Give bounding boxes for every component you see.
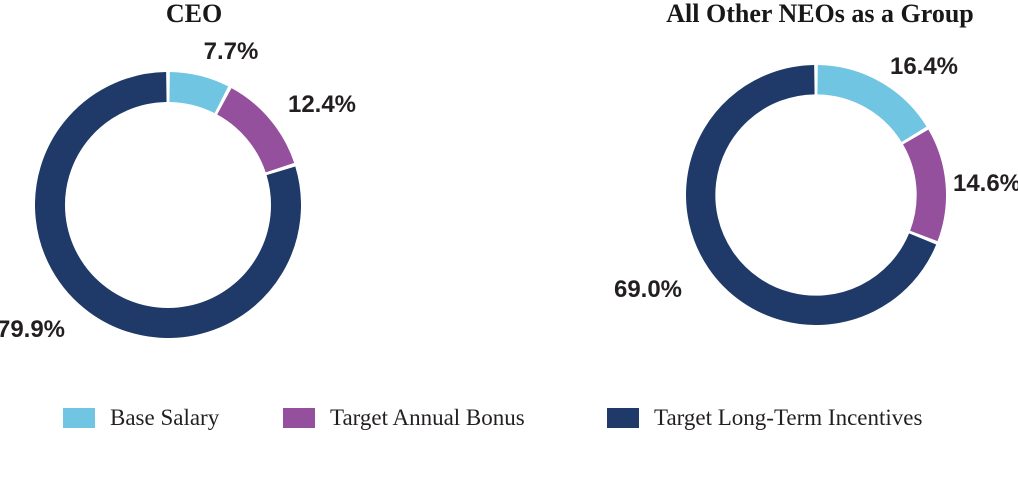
- target-lti-swatch-icon: [607, 408, 639, 428]
- chart-title-all-other-neos: All Other NEOs as a Group: [666, 0, 974, 28]
- ceo-target-annual-bonus-label: 12.4%: [287, 91, 357, 118]
- ceo-target-lti-label: 79.9%: [0, 316, 66, 343]
- donut-segment-base-salary: [168, 72, 229, 114]
- legend-label-target-annual-bonus: Target Annual Bonus: [330, 405, 525, 430]
- donut-segment-target-annual-bonus: [902, 129, 946, 242]
- donut-segment-target-long-term-incentives: [686, 65, 937, 325]
- legend-label-target-lti: Target Long-Term Incentives: [654, 405, 923, 430]
- donut-segment-target-annual-bonus: [216, 88, 295, 173]
- legend-item-target-annual-bonus: Target Annual Bonus: [283, 404, 525, 432]
- neos-target-lti-label: 69.0%: [613, 276, 683, 303]
- target-annual-bonus-swatch-icon: [283, 408, 315, 428]
- ceo-base-salary-label: 7.7%: [203, 38, 259, 65]
- base-salary-swatch-icon: [63, 408, 95, 428]
- legend-item-target-lti: Target Long-Term Incentives: [607, 404, 922, 432]
- donut-segment-base-salary: [816, 65, 927, 143]
- ceo-donut-chart: [35, 72, 301, 338]
- legend-label-base-salary: Base Salary: [110, 405, 220, 430]
- donut-segment-target-long-term-incentives: [35, 72, 301, 338]
- neos-target-annual-bonus-label: 14.6%: [952, 170, 1018, 197]
- neos-base-salary-label: 16.4%: [889, 53, 959, 80]
- chart-title-ceo: CEO: [165, 0, 223, 28]
- legend-item-base-salary: Base Salary: [63, 404, 219, 432]
- all-other-neos-donut-chart: [686, 65, 946, 325]
